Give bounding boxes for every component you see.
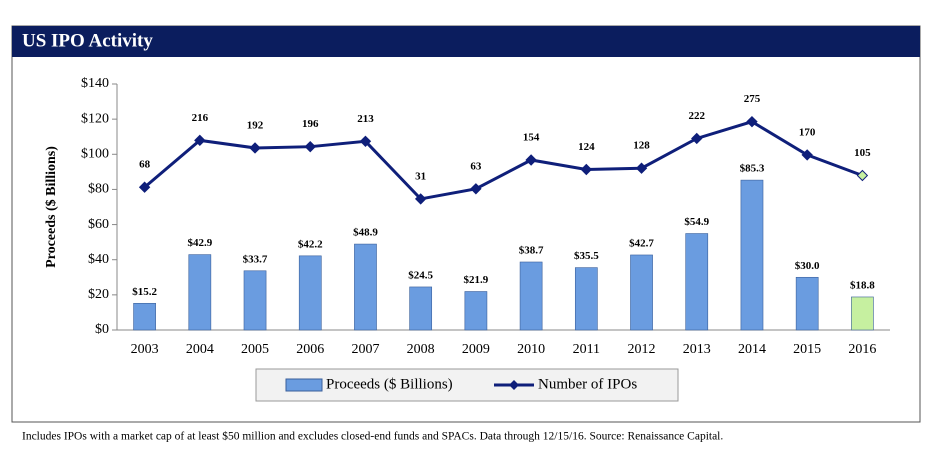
bar-label: $24.5 <box>408 269 433 281</box>
y-tick-label: $20 <box>88 287 109 302</box>
bar <box>685 233 709 331</box>
bar-label: $33.7 <box>243 253 268 265</box>
bar <box>464 291 488 331</box>
line-marker <box>856 169 869 182</box>
y-axis-label: Proceeds ($ Billions) <box>44 146 59 268</box>
legend-swatch <box>285 378 323 392</box>
bar-label: $38.7 <box>519 245 544 257</box>
line-label: 192 <box>247 119 264 131</box>
line-label: 68 <box>139 159 151 171</box>
y-tick-label: $40 <box>88 252 109 267</box>
line-label: 275 <box>744 93 761 105</box>
line <box>143 120 863 201</box>
bar <box>354 243 377 331</box>
line-marker <box>470 183 482 195</box>
bar-label: $42.9 <box>187 237 212 249</box>
bar <box>409 286 433 331</box>
header-bar <box>12 26 920 57</box>
x-tick-label: 2013 <box>683 342 711 357</box>
line-label: 31 <box>415 170 426 182</box>
x-tick-label: 2011 <box>573 342 600 357</box>
line-marker <box>194 134 206 147</box>
x-tick-label: 2005 <box>241 342 269 357</box>
x-tick-label: 2006 <box>296 342 324 357</box>
x-tick-label: 2015 <box>793 342 821 357</box>
bar-label: $15.2 <box>132 286 157 298</box>
y-tick-label: $100 <box>81 147 109 162</box>
line-label: 170 <box>799 126 816 138</box>
bar-label: $42.2 <box>298 238 323 250</box>
line-label: 128 <box>633 140 650 152</box>
bar <box>133 302 156 331</box>
bar-label: $30.0 <box>795 260 820 272</box>
line-marker <box>635 162 648 174</box>
y-tick-label: $140 <box>81 76 109 91</box>
line-label: 222 <box>689 110 706 122</box>
y-tick-label: $80 <box>88 182 109 197</box>
legend-label: Number of IPOs <box>538 376 637 392</box>
bar-label: $54.9 <box>684 216 709 228</box>
line-label: 63 <box>470 160 482 172</box>
bar <box>795 276 819 331</box>
bar-label: $21.9 <box>464 274 489 286</box>
y-tick-label: $0 <box>95 322 109 337</box>
x-tick-label: 2016 <box>848 342 876 357</box>
bar <box>851 296 874 331</box>
x-tick-label: 2003 <box>131 342 159 357</box>
bar-label: $18.8 <box>850 279 875 291</box>
legend-label: Proceeds ($ Billions) <box>326 376 453 392</box>
line-label: 154 <box>523 132 540 144</box>
line-marker <box>249 142 261 154</box>
line-label: 213 <box>357 113 374 125</box>
bar-label: $35.5 <box>574 250 599 262</box>
bar <box>298 255 322 331</box>
line-label: 216 <box>192 112 209 124</box>
chart-frame <box>11 25 921 423</box>
line-marker <box>304 140 316 153</box>
line-marker <box>359 135 372 148</box>
bar <box>574 267 598 331</box>
y-tick-label: $60 <box>88 217 109 232</box>
x-tick-label: 2010 <box>517 342 545 357</box>
line-label: 196 <box>302 118 319 130</box>
legend-swatch <box>509 380 519 390</box>
line-label: 105 <box>854 147 871 159</box>
bar <box>740 179 764 331</box>
line-marker <box>746 115 758 128</box>
bar <box>188 254 212 331</box>
line-marker <box>580 163 593 176</box>
bar <box>630 254 653 331</box>
line-marker <box>801 149 813 161</box>
x-tick-label: 2014 <box>738 342 766 357</box>
x-tick-label: 2012 <box>628 342 656 357</box>
x-tick-label: 2009 <box>462 342 490 357</box>
bar <box>243 270 267 331</box>
bar <box>519 261 543 331</box>
line-marker <box>691 132 703 145</box>
x-tick-label: 2008 <box>407 342 435 357</box>
line-label: 124 <box>578 141 595 153</box>
x-tick-label: 2004 <box>186 342 214 357</box>
line-marker <box>138 181 151 193</box>
line-marker <box>414 193 427 205</box>
y-tick-label: $120 <box>81 111 109 126</box>
bar-label: $85.3 <box>740 163 765 175</box>
bar-label: $42.7 <box>629 238 654 250</box>
x-tick-label: 2007 <box>351 342 379 357</box>
line-marker <box>525 154 537 166</box>
chart-title: US IPO Activity <box>22 30 153 51</box>
legend <box>255 368 679 402</box>
bar-label: $48.9 <box>353 227 378 239</box>
footnote: Includes IPOs with a market cap of at le… <box>22 430 723 443</box>
